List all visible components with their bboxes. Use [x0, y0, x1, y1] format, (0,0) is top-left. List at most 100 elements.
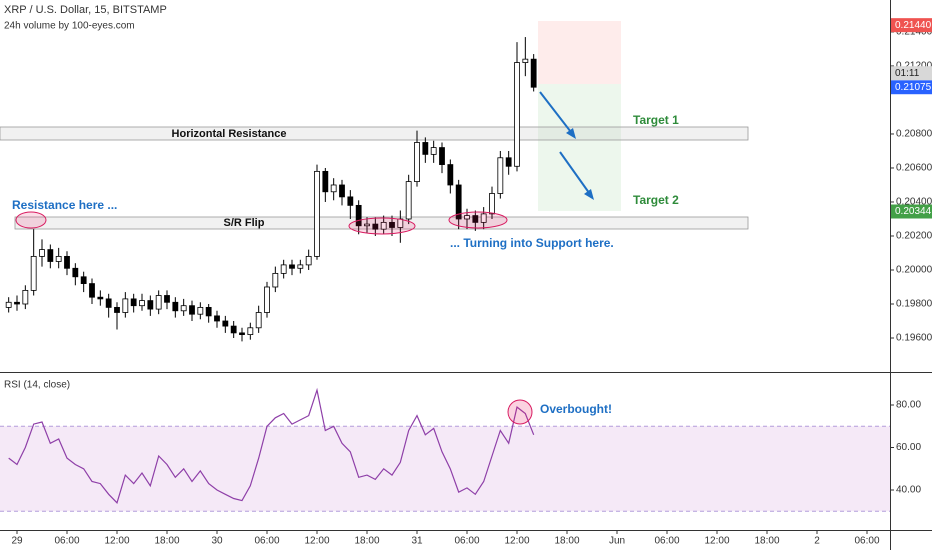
candle-body [97, 296, 104, 300]
candle-body [497, 157, 504, 194]
y-tick-label: 0.20400 [896, 197, 932, 208]
y-tick-label: 80.00 [896, 400, 921, 411]
candle-body [130, 298, 137, 307]
y-tick-label: 0.19600 [896, 333, 932, 344]
candle-body [489, 193, 495, 215]
candle-body [72, 267, 79, 278]
candle-body [89, 283, 95, 298]
candle-body [347, 196, 354, 206]
candle-body [247, 327, 254, 335]
annotation: S/R Flip [224, 217, 265, 229]
resistance-box [0, 126, 749, 141]
subtitle: 24h volume by 100-eyes.com [4, 21, 135, 32]
y-tick-label: 0.20800 [896, 129, 932, 140]
x-tick-label: 18:00 [354, 536, 379, 547]
x-tick-label: 12:00 [104, 536, 129, 547]
arrowhead [584, 189, 594, 200]
price-tag-label: 0.20344 [895, 206, 932, 217]
candle-body [405, 181, 412, 220]
stop-zone [538, 21, 621, 84]
arrowhead [566, 128, 576, 139]
candle-body [280, 264, 287, 274]
candle-body [422, 142, 429, 155]
x-tick-label: 29 [11, 536, 23, 547]
overlay [15, 91, 594, 425]
candle-body [205, 306, 212, 317]
candle-body [380, 221, 387, 230]
y-tick-label: 0.21200 [896, 61, 932, 72]
price-tag-label: 0.21440 [895, 20, 932, 31]
candle-body [389, 221, 395, 228]
x-tick-label: 06:00 [54, 536, 79, 547]
y-tick-label: 0.20600 [896, 163, 932, 174]
x-tick-label: 12:00 [304, 536, 329, 547]
countdown-tag [891, 66, 932, 81]
x-tick-label: 18:00 [154, 536, 179, 547]
candle-body [47, 249, 54, 262]
candle-body [122, 298, 129, 313]
x-tick-label: Jun [609, 536, 625, 547]
x-tick-label: 2 [814, 536, 820, 547]
candle-body [139, 300, 145, 307]
y-tick-label: 0.20000 [896, 265, 932, 276]
annotation: Resistance here ... [12, 198, 117, 212]
arrow [539, 91, 575, 137]
candle-body [30, 255, 37, 291]
candle-body [155, 295, 162, 310]
x-tick-label: 06:00 [254, 536, 279, 547]
rsi-band [0, 426, 890, 512]
candle-body [339, 184, 345, 198]
candle-body [189, 305, 195, 315]
candle-body [439, 147, 445, 165]
candle-body [455, 184, 462, 220]
price-tag [891, 18, 932, 33]
candle-body [297, 264, 304, 269]
candle-body [364, 223, 370, 227]
countdown: 01:11 [895, 68, 920, 79]
candle-body [164, 295, 170, 303]
candle-body [530, 58, 537, 88]
candle-body [5, 301, 12, 308]
price-tag [891, 80, 932, 95]
candle-body [355, 204, 362, 227]
pane-title: RSI (14, close) [4, 380, 70, 391]
chart-title: XRP / U.S. Dollar, 15, BITSTAMP [4, 4, 167, 16]
candle-body [372, 223, 379, 230]
arrow [559, 151, 593, 198]
candle-body [314, 170, 320, 257]
candle-body [305, 255, 312, 266]
candle-body [222, 320, 229, 327]
y-tick-label: 0.20200 [896, 231, 932, 242]
x-tick-label: 06:00 [654, 536, 679, 547]
highlight [15, 211, 47, 229]
candle-body [80, 276, 87, 284]
x-tick-label: 06:00 [454, 536, 479, 547]
candle-body [197, 306, 204, 315]
candle-body [480, 213, 487, 223]
annotation: Overbought! [540, 402, 612, 416]
x-tick-label: 30 [211, 536, 223, 547]
price-tag-label: 0.21075 [895, 82, 932, 93]
candle-body [272, 272, 279, 288]
annotation: Target 1 [633, 113, 679, 127]
candle-body [230, 325, 237, 334]
candle-body [55, 255, 62, 262]
y-tick-label: 40.00 [896, 485, 921, 496]
x-tick-label: 18:00 [554, 536, 579, 547]
rsi-line [8, 387, 535, 504]
y-tick-label: 0.19800 [896, 299, 932, 310]
candle-body [472, 215, 479, 223]
candle-body [147, 300, 154, 310]
price-tag [891, 204, 932, 219]
candle-body [322, 170, 329, 193]
candle-body [64, 255, 70, 269]
candle-body [172, 301, 179, 312]
candle-body [39, 249, 45, 257]
candle-body [330, 184, 337, 193]
annotation: Horizontal Resistance [172, 128, 287, 140]
candle-body [522, 58, 529, 63]
target-zone [538, 84, 621, 211]
x-tick-label: 12:00 [704, 536, 729, 547]
